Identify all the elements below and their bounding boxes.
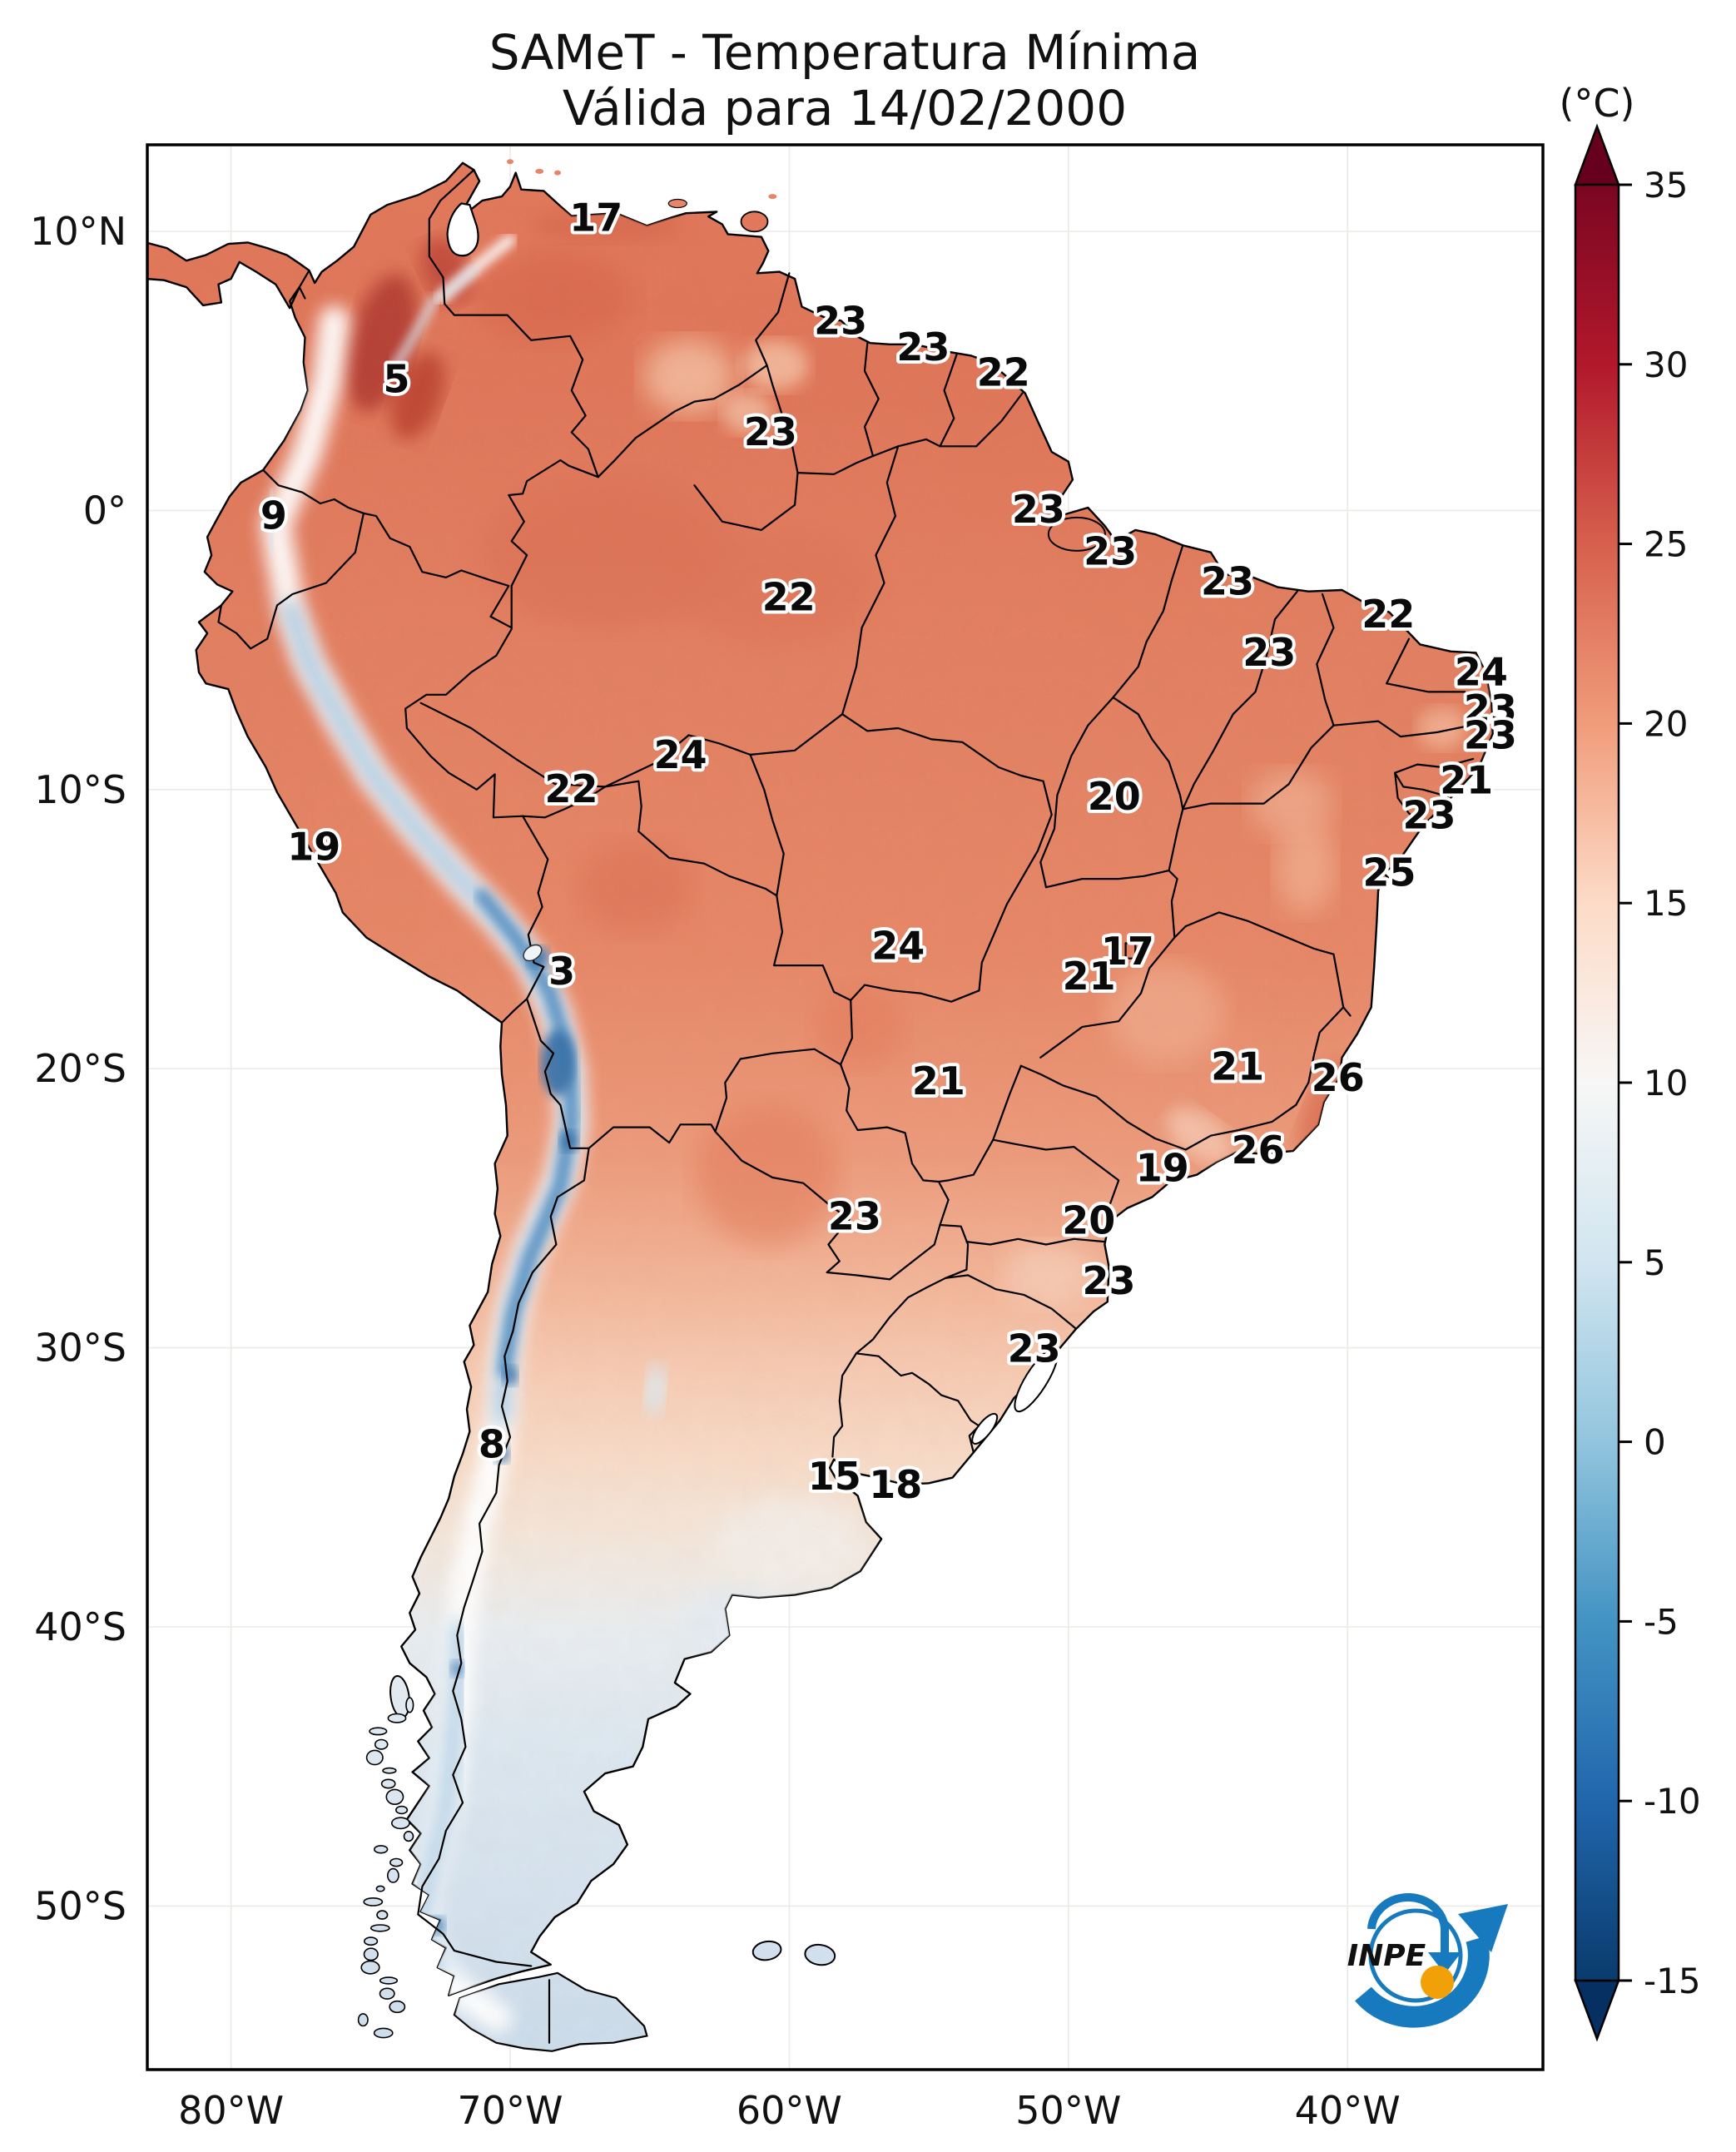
colorbar-tick-label: 20 (1644, 703, 1688, 744)
latitude-tick-label: 50°S (34, 1883, 126, 1928)
inpe-orange-dot-icon (1421, 1966, 1454, 1999)
colorbar-tick-label: 15 (1644, 883, 1688, 924)
curacao-island (535, 168, 544, 174)
temperature-label: 25 (1362, 850, 1416, 895)
latitude-tick-label: 20°S (34, 1046, 126, 1091)
latitude-tick-label: 10°N (30, 209, 126, 254)
temperature-label: 22 (1362, 592, 1415, 637)
temperature-label: 21 (912, 1059, 965, 1103)
aruba-island (507, 159, 513, 165)
temperature-label: 23 (1402, 792, 1456, 837)
temperature-label: 21 (1063, 954, 1116, 999)
temperature-label: 18 (869, 1462, 922, 1507)
falkland-west-island (751, 1940, 782, 1961)
latitude-tick-label: 30°S (34, 1326, 126, 1371)
inpe-swoosh-arrowhead-icon (1458, 1904, 1508, 1952)
longitude-tick-label: 70°W (457, 2088, 563, 2133)
longitude-tick-label: 40°W (1295, 2088, 1401, 2133)
temperature-label: 9 (260, 493, 287, 538)
temperature-label: 20 (1088, 774, 1141, 819)
temperature-label: 23 (1242, 630, 1296, 675)
colorbar-tick-label: 0 (1644, 1422, 1666, 1463)
temperature-label: 23 (896, 325, 950, 369)
margarita-island (667, 198, 687, 209)
temperature-label: 26 (1312, 1055, 1365, 1100)
tobago-island (768, 194, 777, 200)
temperature-label: 26 (1232, 1128, 1285, 1173)
temperature-label: 15 (808, 1454, 861, 1499)
temperature-label: 23 (828, 1193, 881, 1238)
colorbar-tick-label: -15 (1644, 1961, 1701, 2001)
longitude-tick-label: 50°W (1015, 2088, 1121, 2133)
latitude-tick-label: 10°S (34, 767, 126, 812)
temperature-label: 23 (1201, 558, 1254, 603)
latitude-tick-label: 40°S (34, 1604, 126, 1649)
map-title: SAMeT - Temperatura Mínima (489, 24, 1201, 81)
temperature-label: 22 (977, 350, 1030, 395)
lagoa-mirim (971, 1412, 999, 1445)
colorbar-tick-label: 5 (1644, 1242, 1666, 1283)
temperature-label: 24 (1455, 650, 1508, 695)
inpe-logo: INPE (1347, 1893, 1508, 2028)
temperature-label: 17 (1101, 929, 1154, 974)
longitude-tick-label: 60°W (737, 2088, 842, 2133)
temperature-label: 22 (762, 574, 816, 619)
temperature-label: 21 (1440, 758, 1493, 803)
colorbar-tick-label: 25 (1644, 524, 1688, 565)
colorbar-tick-label: 10 (1644, 1063, 1688, 1103)
colorbar-tick-label: 35 (1644, 165, 1688, 206)
colorbar: 35 30 25 20 15 10 5 0 -5 -10 -15 (°C) (1559, 81, 1701, 2042)
falkland-east-island (804, 1943, 836, 1966)
inpe-inner-swirl-icon (1367, 1893, 1450, 1954)
temperature-label: 23 (744, 409, 797, 454)
colorbar-gradient (1574, 183, 1620, 1982)
longitude-axis: 80°W 70°W 60°W 50°W 40°W (178, 2088, 1401, 2133)
colorbar-tick-label: 30 (1644, 345, 1688, 385)
patagonian-archipelago (357, 1697, 414, 2039)
map-frame (146, 143, 1545, 2071)
temperature-label: 5 (383, 356, 409, 401)
temperature-label: 23 (1084, 528, 1137, 573)
temperature-label: 23 (1008, 1326, 1061, 1371)
temperature-label: 19 (1136, 1145, 1189, 1190)
temperature-label: 23 (814, 298, 867, 343)
temperature-label: 17 (569, 196, 622, 240)
lagoa-dos-patos (1014, 1347, 1059, 1413)
latitude-axis: 10°N 0° 10°S 20°S 30°S 40°S 50°S (30, 209, 126, 1928)
colorbar-tick-label: -5 (1644, 1601, 1679, 1642)
temperature-label: 23 (1464, 687, 1517, 731)
lake-maracaibo (446, 202, 479, 257)
temperature-label: 24 (654, 732, 707, 777)
inpe-logo-text: INPE (1347, 1939, 1426, 1973)
trinidad-island (740, 211, 769, 233)
inpe-inner-arrow-icon (1428, 1952, 1461, 1974)
temperature-label: 21 (1211, 1044, 1264, 1089)
colorbar-tick-label: -10 (1644, 1781, 1701, 1822)
temperature-label: 22 (544, 766, 598, 811)
temperature-label: 20 (1062, 1197, 1115, 1242)
temperature-label: 24 (871, 924, 925, 969)
temperature-label: 23 (1464, 712, 1517, 757)
country-and-state-borders (217, 169, 1486, 2044)
lake-titicaca (523, 944, 543, 962)
temperature-label: 23 (1012, 487, 1065, 532)
latitude-tick-label: 0° (83, 488, 126, 533)
temperature-label: 3 (548, 949, 575, 994)
temperature-label: 23 (1082, 1258, 1135, 1303)
temperature-label: 19 (287, 825, 340, 870)
longitude-tick-label: 80°W (178, 2088, 284, 2133)
inpe-swoosh-icon (1355, 1936, 1490, 2028)
colorbar-unit-label: (°C) (1559, 81, 1634, 126)
temperature-label: 8 (479, 1421, 505, 1466)
map-subtitle: Válida para 14/02/2000 (563, 80, 1127, 136)
bonaire-island (554, 170, 561, 176)
